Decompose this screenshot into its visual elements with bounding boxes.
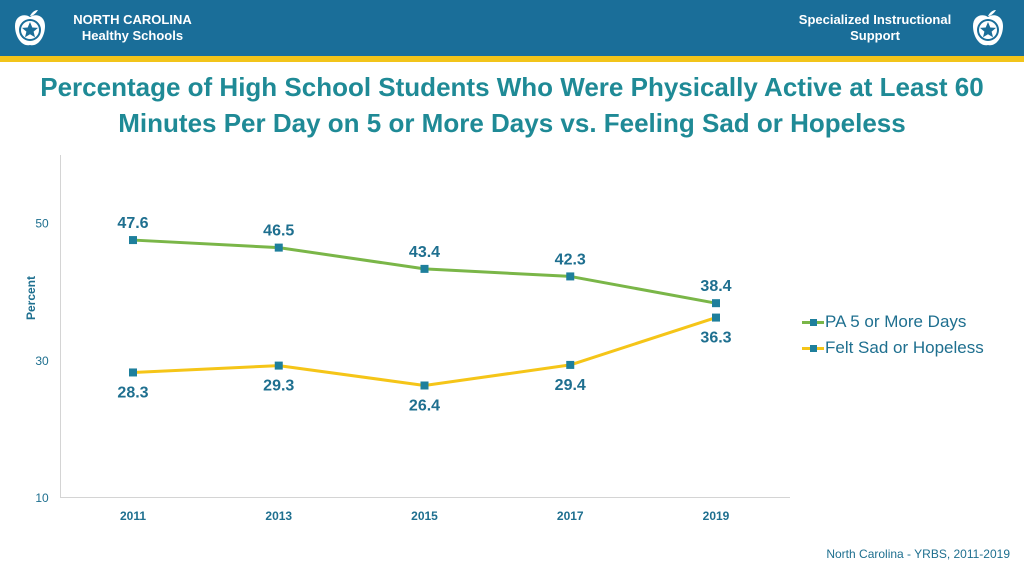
apple-star-icon [973,10,1003,46]
brand-right: Specialized Instructional Support [790,12,960,44]
legend: PA 5 or More Days Felt Sad or Hopeless [802,309,1017,361]
brand-left-line1: NORTH CAROLINA [73,12,192,27]
data-label-sad: 36.3 [700,330,731,347]
x-tick-label: 2015 [411,509,438,523]
y-tick-label: 50 [35,217,49,231]
y-axis-title: Percent [24,276,38,320]
brand-right-line2: Support [850,28,900,43]
data-point-pa [712,299,720,308]
data-label-pa: 42.3 [555,251,586,268]
legend-swatch-pa [802,315,824,329]
brand-left: NORTH CAROLINA Healthy Schools [40,12,225,44]
data-label-sad: 29.4 [555,377,586,394]
x-tick-label: 2017 [557,509,584,523]
legend-swatch-sad [802,341,824,355]
x-tick-label: 2013 [265,509,292,523]
data-point-sad [129,368,137,377]
chart-title: Percentage of High School Students Who W… [40,72,984,138]
data-point-pa [274,243,283,252]
header-banner [0,0,1024,56]
source-note: North Carolina - YRBS, 2011-2019 [826,547,1010,561]
data-label-pa: 43.4 [409,244,440,261]
series-line-sad [131,316,718,387]
legend-label-sad: Felt Sad or Hopeless [825,338,984,357]
data-label-pa: 38.4 [700,278,731,295]
brand-left-line2: Healthy Schools [81,28,184,43]
data-point-sad [566,360,575,369]
y-tick-label: 30 [35,354,49,368]
data-point-sad [712,313,720,322]
data-point-sad [274,361,283,370]
data-point-pa [420,264,429,273]
plot-area [60,155,790,498]
data-point-pa [566,272,575,281]
data-label-sad: 26.4 [409,397,440,414]
data-point-sad [420,381,429,390]
legend-item-sad: Felt Sad or Hopeless [802,335,1017,361]
data-label-sad: 28.3 [117,384,148,401]
apple-star-icon [15,10,45,46]
y-tick-label: 10 [35,491,49,505]
data-label-sad: 29.3 [263,378,294,395]
x-tick-label: 2011 [120,509,146,523]
x-tick-label: 2019 [703,509,730,523]
header-stripe [0,56,1024,62]
data-label-pa: 46.5 [263,223,294,240]
legend-label-pa: PA 5 or More Days [825,312,967,331]
legend-item-pa: PA 5 or More Days [802,309,1017,335]
data-label-pa: 47.6 [117,215,148,232]
data-point-pa [129,236,137,245]
brand-right-line1: Specialized Instructional [798,12,952,27]
